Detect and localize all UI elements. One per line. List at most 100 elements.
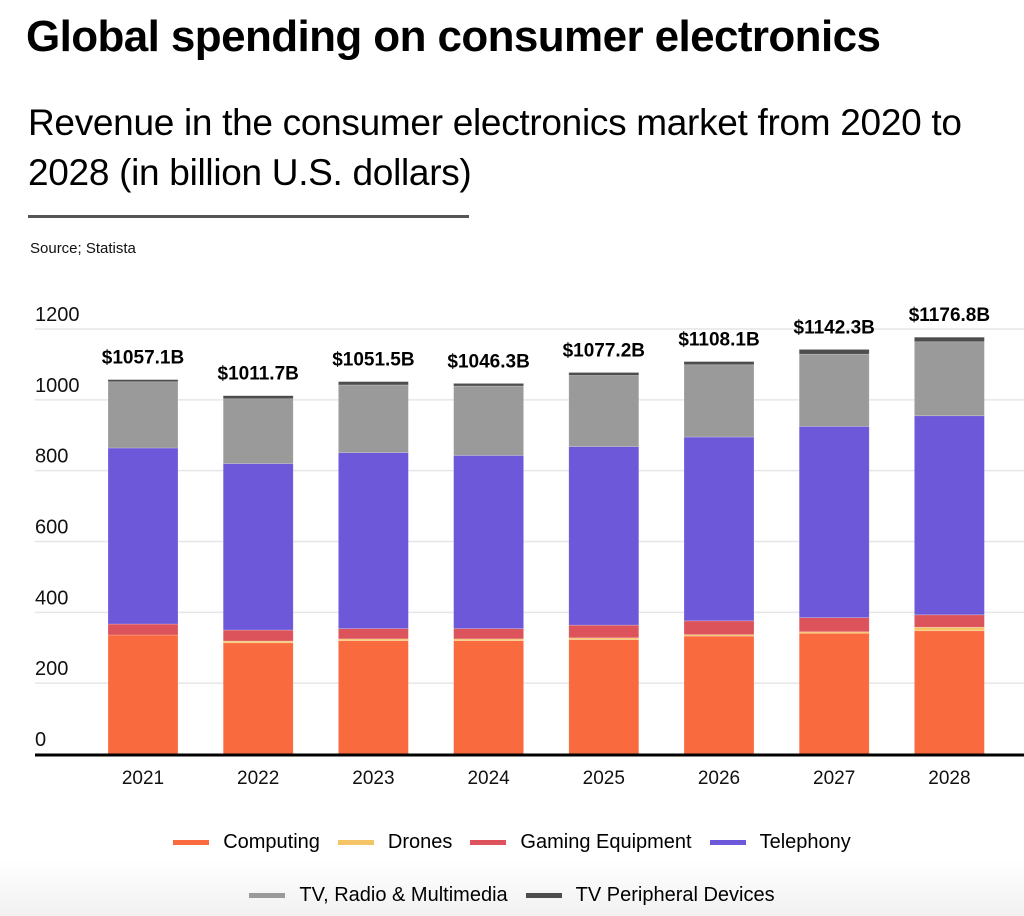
bar-segment-telephony (914, 415, 985, 616)
bar-segment-tv-peripheral-devices (568, 372, 640, 376)
bar-segment-tv-peripheral-devices (798, 349, 870, 355)
legend-swatch (525, 893, 562, 898)
bar-segment-computing (914, 630, 985, 755)
total-label: $1057.1B (102, 348, 184, 369)
total-label: $1051.5B (332, 350, 414, 371)
x-tick-label: 2027 (813, 768, 855, 789)
x-tick-label: 2028 (928, 768, 970, 789)
legend-swatch (709, 840, 746, 845)
total-label: $1142.3B (794, 317, 875, 338)
bar-stack-2024 (453, 383, 524, 755)
bar-segment-tv-peripheral-devices (222, 395, 294, 400)
bar-segment-tv-radio-multimedia (683, 364, 755, 438)
bar-segment-computing (338, 640, 409, 755)
bar-segment-computing (683, 635, 755, 755)
bar-segment-tv-radio-multimedia (107, 381, 179, 449)
gridlines (35, 328, 1024, 684)
total-label: $1011.7B (218, 364, 299, 385)
x-tick-label: 2025 (583, 768, 625, 789)
bar-segment-tv-radio-multimedia (568, 375, 640, 447)
bar-segment-gaming-equipment (683, 620, 755, 635)
y-tick-label: 0 (35, 729, 46, 751)
bar-segment-telephony (683, 436, 755, 622)
bar-segment-tv-peripheral-devices (107, 379, 179, 383)
bar-stack-2026 (683, 361, 755, 755)
y-tick-label: 1000 (35, 375, 80, 397)
bar-segment-gaming-equipment (222, 629, 294, 642)
bar-segment-telephony (107, 447, 179, 625)
x-tick-label: 2022 (237, 768, 279, 789)
x-tick-label: 2021 (122, 768, 164, 789)
y-tick-label: 1200 (35, 304, 80, 326)
bar-segment-gaming-equipment (568, 624, 640, 639)
bar-stack-2025 (568, 372, 640, 755)
bar-stack-2022 (222, 395, 294, 755)
legend-item: TV, Radio & Multimedia (249, 884, 508, 907)
x-tick-label: 2024 (467, 768, 510, 789)
bar-segment-tv-peripheral-devices (338, 381, 409, 386)
bar-segment-drones (222, 640, 294, 644)
bar-segment-tv-radio-multimedia (338, 384, 409, 453)
total-label: $1176.8B (909, 305, 990, 326)
y-tick-label: 600 (35, 517, 68, 539)
source-note: Source; Statista (30, 240, 136, 257)
y-tick-label: 400 (35, 587, 68, 609)
legend-item: Drones (337, 831, 453, 854)
y-tick-label: 800 (35, 446, 68, 468)
y-axis-ticks: 0 200 400 600 800 1000 1200 (35, 304, 80, 751)
legend-label: TV, Radio & Multimedia (299, 884, 508, 906)
title-divider (28, 215, 469, 218)
legend-swatch (249, 893, 286, 898)
legend-item: Telephony (709, 831, 851, 854)
bar-segment-telephony (222, 463, 294, 631)
legend-label: Gaming Equipment (520, 831, 692, 853)
legend-swatch (470, 840, 507, 845)
x-tick-label: 2023 (352, 768, 394, 789)
bar-segment-telephony (453, 455, 524, 629)
legend-row-2: TV, Radio & Multimedia TV Peripheral Devi… (0, 884, 1024, 907)
bar-segment-telephony (338, 452, 409, 629)
bar-segment-gaming-equipment (914, 614, 985, 628)
total-labels: $1057.1B $1011.7B $1051.5B $1046.3B $1077.2B… (102, 305, 990, 384)
legend-label: TV Peripheral Devices (575, 884, 775, 906)
bar-segment-tv-radio-multimedia (914, 341, 985, 417)
bar-segment-gaming-equipment (338, 628, 409, 640)
legend-label: Telephony (759, 831, 851, 853)
bar-segment-computing (107, 634, 179, 755)
bar-segment-tv-radio-multimedia (222, 398, 294, 464)
bar-segment-gaming-equipment (453, 628, 524, 640)
bar-segment-telephony (568, 446, 640, 626)
bar-segment-computing (798, 632, 870, 755)
bar-stack-2021 (107, 379, 179, 755)
x-axis-ticks: 2021 2022 2023 2024 2025 2026 2027 2028 (122, 768, 971, 789)
bar-segment-computing (568, 639, 640, 755)
bar-stack-2027 (798, 349, 870, 755)
bar-segment-tv-peripheral-devices (914, 336, 985, 343)
bar-segment-tv-peripheral-devices (683, 361, 755, 366)
bar-stack-2023 (338, 381, 409, 755)
bar-segment-tv-radio-multimedia (453, 385, 524, 456)
bar-segment-gaming-equipment (798, 617, 870, 633)
bar-stack-2028 (914, 336, 985, 755)
bars (107, 336, 985, 755)
bar-segment-computing (222, 642, 294, 755)
bar-segment-computing (453, 640, 524, 755)
total-label: $1077.2B (563, 340, 645, 361)
legend-swatch (337, 840, 374, 845)
legend-item: Computing (173, 831, 320, 854)
bar-segment-telephony (798, 426, 870, 618)
chart-title: Global spending on consumer electronics (26, 12, 881, 61)
bar-segment-drones (914, 626, 985, 632)
legend-swatch (173, 840, 210, 845)
legend-label: Computing (223, 831, 320, 853)
total-label: $1046.3B (447, 351, 529, 372)
bar-segment-gaming-equipment (107, 623, 179, 636)
bar-segment-tv-peripheral-devices (453, 383, 524, 387)
legend-label: Drones (387, 831, 453, 853)
legend-item: Gaming Equipment (470, 831, 692, 854)
x-tick-label: 2026 (698, 768, 740, 789)
legend-item: TV Peripheral Devices (525, 884, 775, 907)
chart-subtitle: Revenue in the consumer electronics mark… (28, 102, 962, 193)
legend-row-1: Computing Drones Gaming Equipment Telephony (0, 831, 1024, 854)
